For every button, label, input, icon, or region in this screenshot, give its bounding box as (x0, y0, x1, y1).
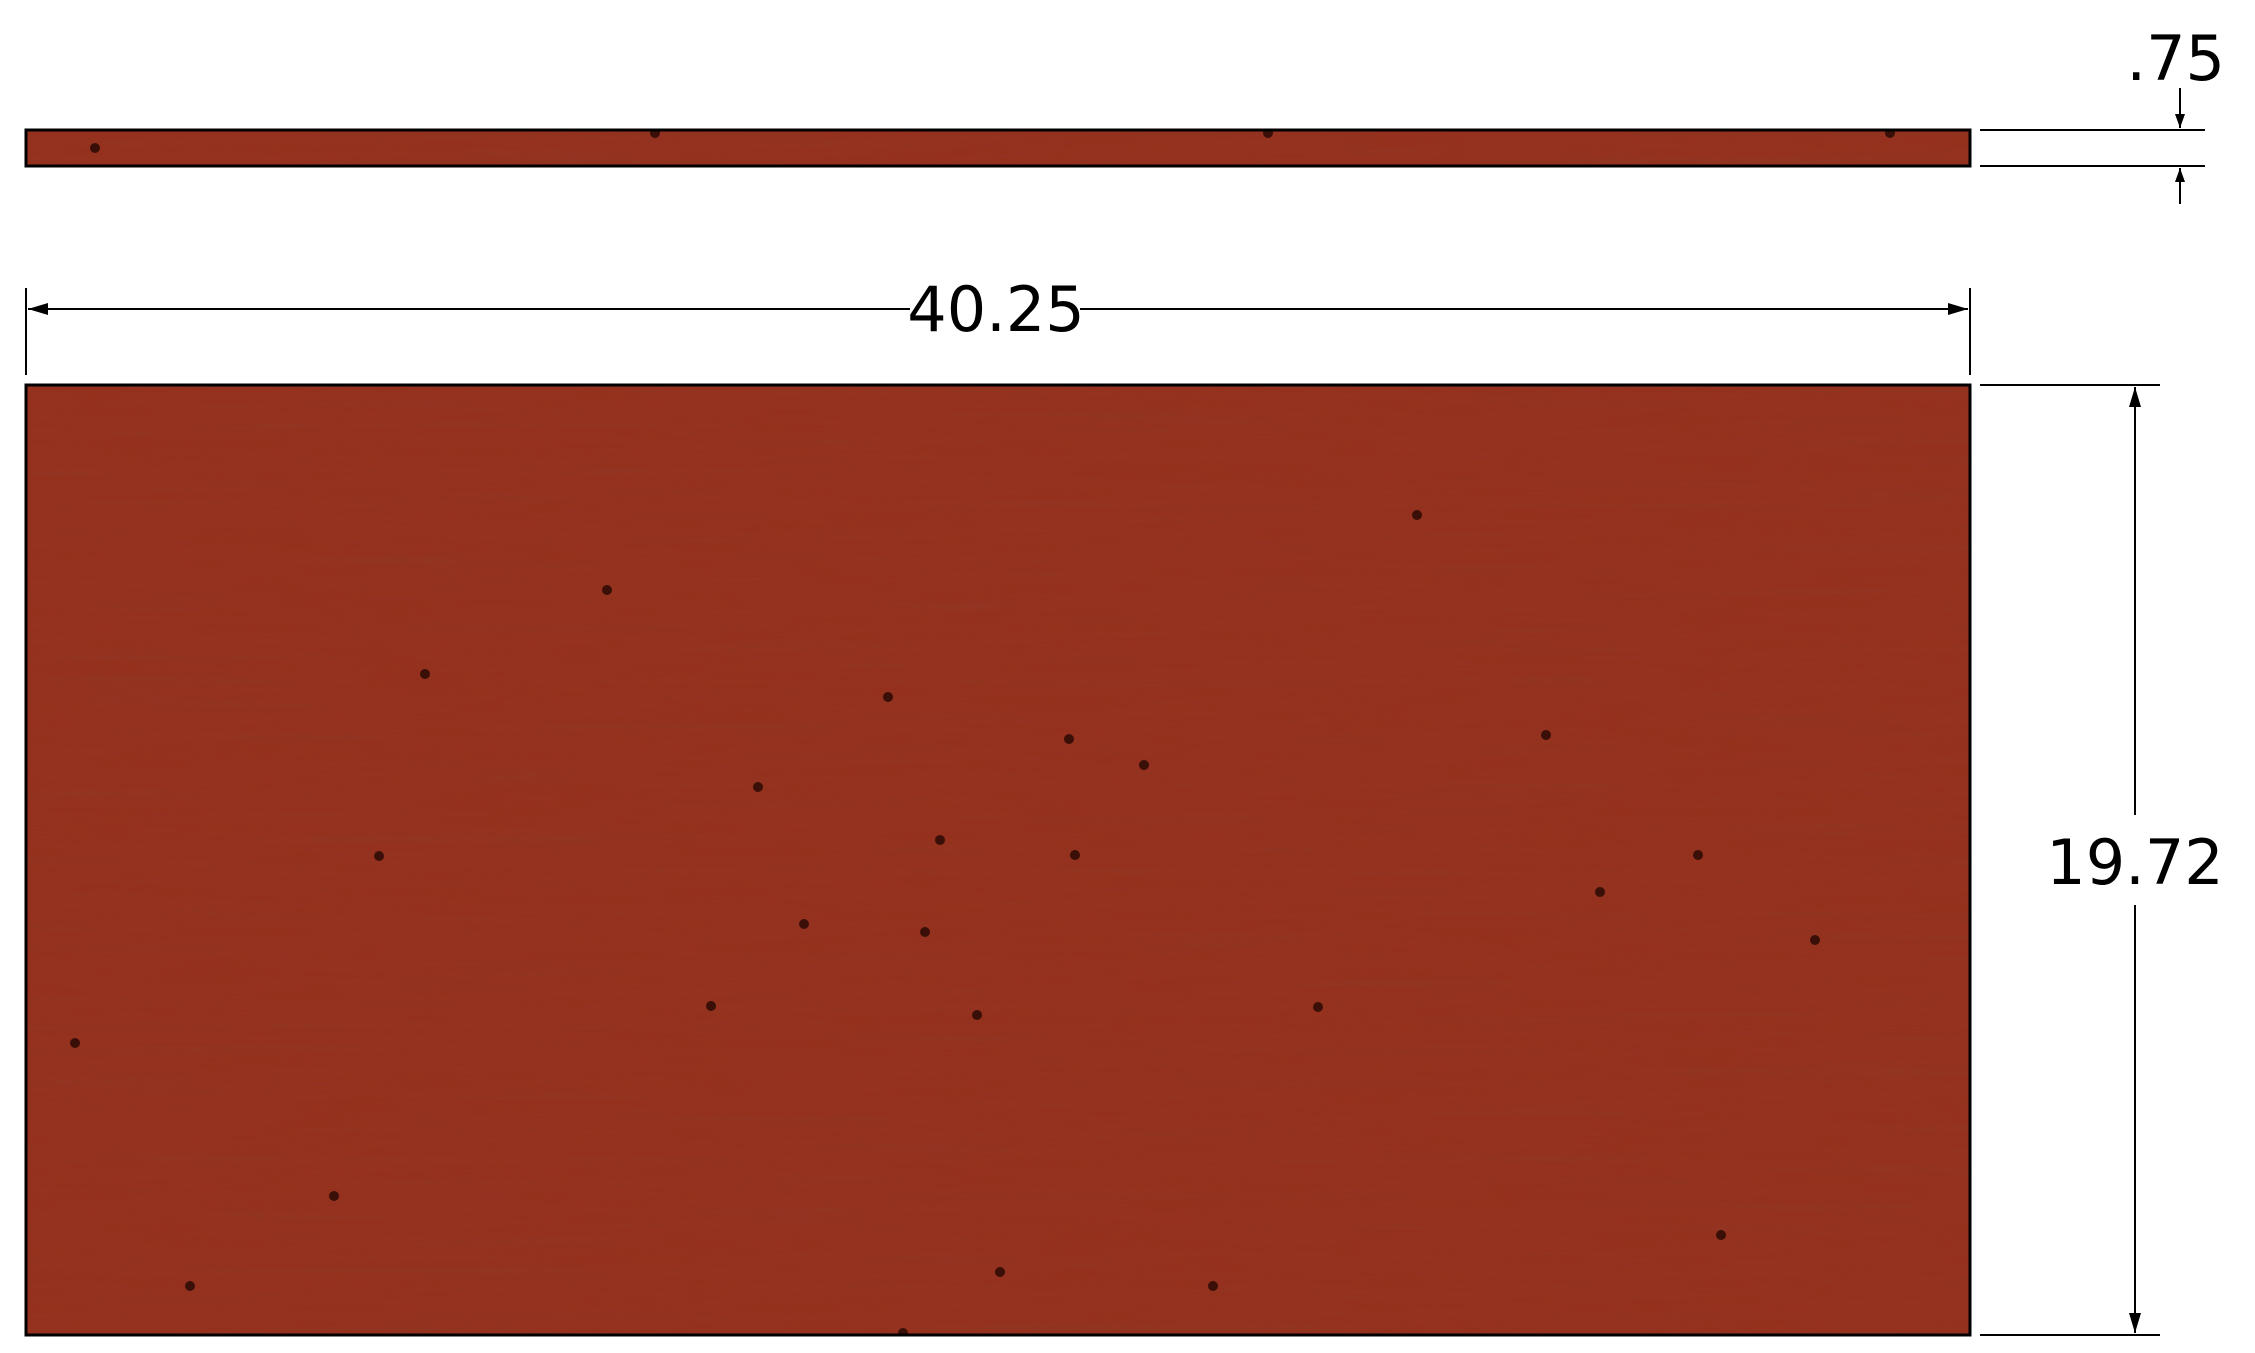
wood-pore (995, 1267, 1005, 1277)
length-dimension: 40.25 (25, 273, 1971, 375)
wood-pore (753, 782, 763, 792)
wood-pore (1885, 130, 1895, 138)
edge-pores (90, 130, 1895, 153)
wood-pore (1070, 850, 1080, 860)
wood-pore (602, 585, 612, 595)
wood-pore (1693, 850, 1703, 860)
wood-pore (1595, 887, 1605, 897)
face-pores (70, 510, 1820, 1335)
wood-pore (650, 130, 660, 138)
wood-pore (935, 835, 945, 845)
wood-pore (70, 1038, 80, 1048)
wood-pore (898, 1328, 908, 1335)
wood-pore (1412, 510, 1422, 520)
width-dimension: 19.72 (1980, 384, 2224, 1336)
wood-pore (972, 1010, 982, 1020)
wood-pore (883, 692, 893, 702)
wood-pore (706, 1001, 716, 1011)
wood-pore (1541, 730, 1551, 740)
wood-pore (1208, 1281, 1218, 1291)
wood-pore (1139, 760, 1149, 770)
wood-pore (185, 1281, 195, 1291)
wood-pore (799, 919, 809, 929)
length-label: 40.25 (907, 273, 1085, 346)
wood-pore (1064, 734, 1074, 744)
wood-pore (920, 927, 930, 937)
wood-pore (1313, 1002, 1323, 1012)
wood-pore (329, 1191, 339, 1201)
edge-view (24, 128, 1972, 168)
wood-pore (90, 143, 100, 153)
wood-pore (1716, 1230, 1726, 1240)
wood-pore (1810, 935, 1820, 945)
width-label: 19.72 (2046, 826, 2224, 899)
thickness-label: .75 (2126, 22, 2225, 95)
wood-pore (374, 851, 384, 861)
face-view (24, 383, 1972, 1337)
wood-pore (420, 669, 430, 679)
wood-pore (1263, 130, 1273, 138)
thickness-dimension: .75 (1980, 22, 2225, 204)
